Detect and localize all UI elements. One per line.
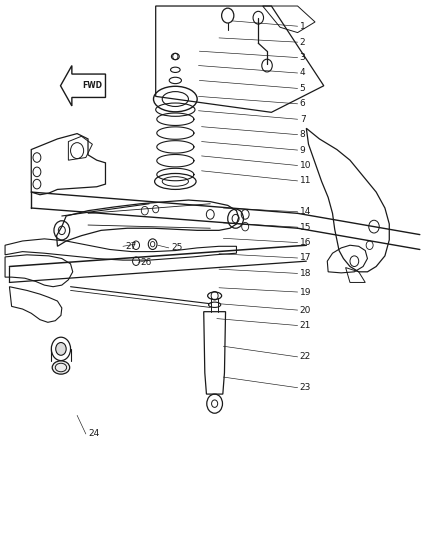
Text: 17: 17: [300, 254, 311, 262]
Text: 18: 18: [300, 269, 311, 278]
Text: 25: 25: [171, 244, 182, 253]
Text: 27: 27: [125, 242, 137, 251]
Text: 20: 20: [300, 305, 311, 314]
Text: 3: 3: [300, 53, 306, 62]
Text: 14: 14: [300, 207, 311, 216]
Text: 11: 11: [300, 176, 311, 185]
Text: 1: 1: [300, 22, 306, 31]
Text: 16: 16: [300, 238, 311, 247]
Text: 21: 21: [300, 321, 311, 330]
Text: 10: 10: [300, 161, 311, 170]
Text: 7: 7: [300, 115, 306, 124]
Text: 19: 19: [300, 287, 311, 296]
Text: 23: 23: [300, 383, 311, 392]
Text: 9: 9: [300, 146, 306, 155]
Text: 2: 2: [300, 38, 305, 47]
Text: 8: 8: [300, 130, 306, 139]
Text: 22: 22: [300, 352, 311, 361]
Text: 4: 4: [300, 69, 305, 77]
Text: 24: 24: [88, 430, 99, 439]
Text: 5: 5: [300, 84, 306, 93]
Text: FWD: FWD: [82, 81, 102, 90]
Text: 15: 15: [300, 223, 311, 232]
Text: 6: 6: [300, 99, 306, 108]
Ellipse shape: [52, 361, 70, 374]
Circle shape: [56, 343, 66, 356]
Text: 26: 26: [141, 258, 152, 266]
